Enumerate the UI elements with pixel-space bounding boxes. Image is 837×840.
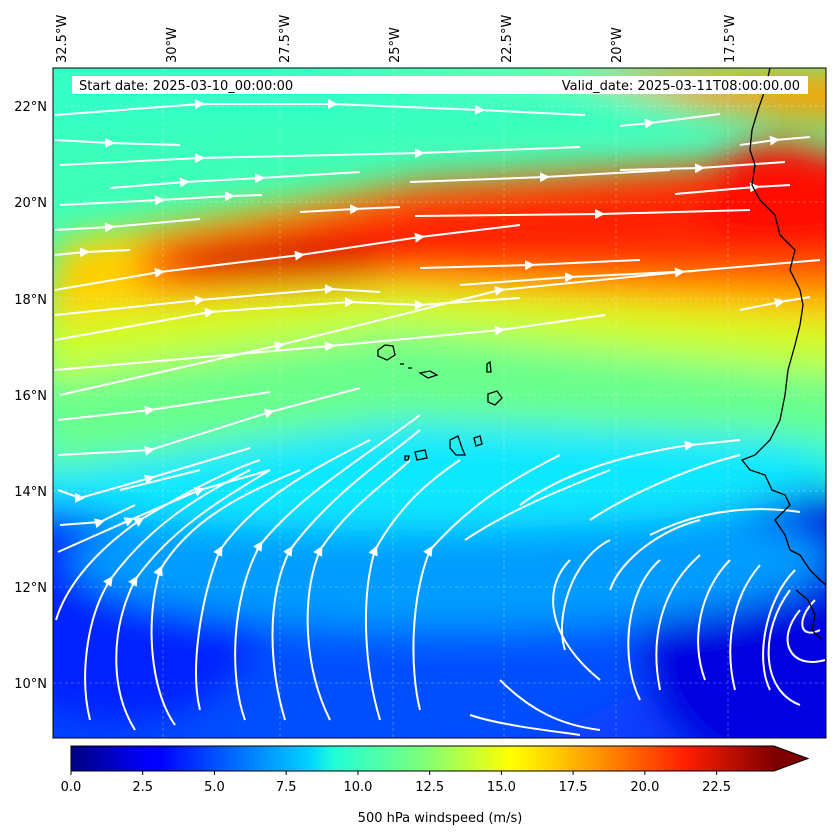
colorbar-tick-label: 12.5: [415, 780, 444, 795]
lon-label-22.5W: 22.5°W: [500, 15, 515, 63]
colorbar-tick-label: 0.0: [61, 780, 82, 795]
colorbar-tick-label: 15.0: [487, 780, 516, 795]
colorbar-outline: [70, 745, 810, 772]
colorbar-tick-label: 22.5: [702, 780, 731, 795]
lon-label-25W: 25°W: [388, 27, 403, 63]
lon-label-32.5W: 32.5°W: [55, 15, 70, 63]
lon-label-30W: 30°W: [165, 27, 180, 63]
lon-label-17.5W: 17.5°W: [723, 15, 738, 63]
colorbar: 0.0 2.5 5.0 7.5 10.0 12.5 15.0 17.5 20.0 22.5 500…: [61, 745, 810, 826]
colorbar-tick-label: 5.0: [204, 780, 225, 795]
start-date-text: Start date: 2025-03-10_00:00:00: [79, 79, 293, 94]
colorbar-gradient: [71, 746, 774, 771]
lon-label-27.5W: 27.5°W: [278, 15, 293, 63]
lat-label-16N: 16°N: [14, 389, 47, 404]
lon-label-20W: 20°W: [610, 27, 625, 63]
lat-label-14N: 14°N: [14, 485, 47, 500]
valid-date-text: Valid_date: 2025-03-11T08:00:00.00: [562, 79, 800, 94]
lat-label-20N: 20°N: [14, 196, 47, 211]
colorbar-tick-label: 20.0: [630, 780, 659, 795]
coastlines: [377, 68, 826, 641]
colorbar-tick-label: 2.5: [132, 780, 153, 795]
wind-streamlines: [54, 98, 826, 736]
colorbar-tick-label: 7.5: [276, 780, 297, 795]
map-frame: [52, 67, 827, 739]
colorbar-ticks: 0.0 2.5 5.0 7.5 10.0 12.5 15.0 17.5 20.0 22.5: [61, 771, 731, 795]
colorbar-tick-label: 10.0: [343, 780, 372, 795]
colorbar-extend-arrow: [774, 746, 808, 771]
colorbar-tick-label: 17.5: [559, 780, 588, 795]
colorbar-label: 500 hPa windspeed (m/s): [358, 811, 523, 826]
lat-label-22N: 22°N: [14, 100, 47, 115]
lat-label-12N: 12°N: [14, 581, 47, 596]
lat-label-10N: 10°N: [14, 677, 47, 692]
windspeed-field: [53, 68, 826, 738]
date-annotation-box: [72, 76, 808, 94]
lat-label-18N: 18°N: [14, 293, 47, 308]
